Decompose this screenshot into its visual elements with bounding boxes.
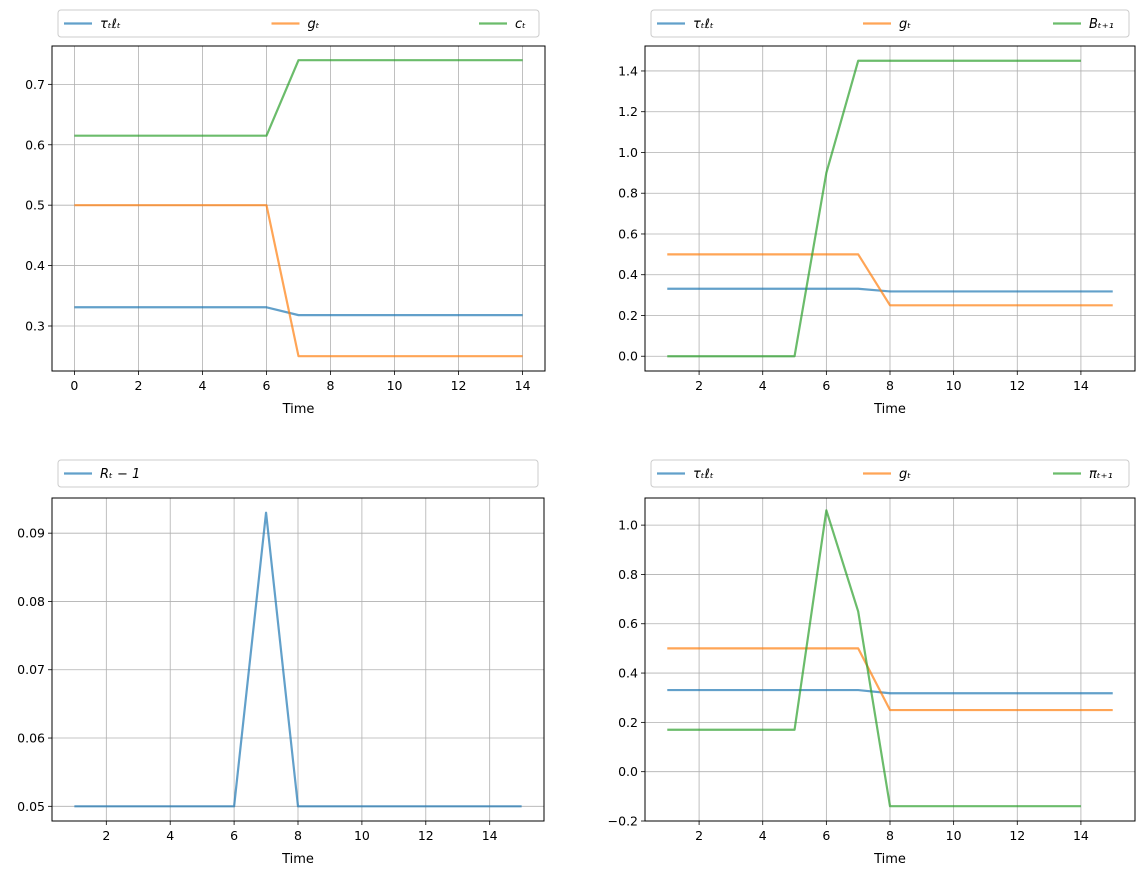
y-tick-label: 0.0: [618, 764, 638, 779]
series-line-1: [74, 511, 522, 808]
x-tick-label: 6: [230, 828, 238, 843]
y-tick-label: 0.6: [618, 616, 638, 631]
x-tick-label: 12: [1009, 378, 1025, 393]
y-tick-label: 0.4: [618, 666, 638, 681]
y-tick-label: 1.0: [618, 145, 638, 160]
legend-label: τₜℓₜ: [693, 17, 714, 32]
legend-label: Rₜ − 1: [100, 467, 140, 482]
y-tick-label: 1.0: [618, 518, 638, 533]
x-axis-label: Time: [282, 402, 315, 417]
x-tick-label: 10: [946, 828, 962, 843]
x-axis-label: Time: [873, 852, 906, 867]
y-tick-label: 0.3: [25, 318, 45, 333]
y-tick-label: 0.6: [618, 226, 638, 241]
legend-label: Bₜ₊₁: [1089, 17, 1114, 32]
series-line-3: [667, 59, 1081, 358]
x-tick-label: 2: [695, 378, 703, 393]
x-tick-label: 0: [70, 378, 78, 393]
x-tick-label: 4: [166, 828, 174, 843]
legend: τₜℓₜ gₜ Bₜ₊₁: [650, 9, 1130, 38]
x-tick-label: 4: [198, 378, 206, 393]
legend-label: τₜℓₜ: [100, 17, 121, 32]
x-tick-label: 14: [515, 378, 531, 393]
x-tick-label: 8: [886, 378, 894, 393]
y-tick-label: 0.06: [17, 731, 45, 746]
series-line-1: [667, 688, 1113, 695]
y-tick-label: 0.0: [618, 349, 638, 364]
y-tick-label: 0.8: [618, 186, 638, 201]
x-tick-label: 12: [451, 378, 467, 393]
x-tick-label: 6: [822, 378, 830, 393]
legend: Rₜ − 1: [57, 459, 539, 488]
x-tick-label: 12: [418, 828, 434, 843]
x-tick-label: 8: [327, 378, 335, 393]
x-tick-label: 10: [387, 378, 403, 393]
x-tick-label: 6: [263, 378, 271, 393]
y-tick-label: 0.07: [17, 662, 45, 677]
y-tick-label: 0.08: [17, 594, 45, 609]
legend-label: gₜ: [899, 17, 911, 32]
legend-frame: [57, 459, 539, 488]
x-tick-label: 2: [102, 828, 110, 843]
y-tick-label: 0.5: [25, 198, 45, 213]
x-tick-label: 14: [1073, 378, 1089, 393]
legend-label: gₜ: [899, 467, 911, 482]
series-line-3: [667, 509, 1081, 808]
y-tick-label: 0.6: [25, 137, 45, 152]
x-tick-label: 4: [759, 828, 767, 843]
y-tick-label: 1.2: [618, 104, 638, 119]
x-axis-label: Time: [281, 852, 314, 867]
y-tick-label: 0.09: [17, 526, 45, 541]
y-tick-label: 0.4: [618, 267, 638, 282]
y-tick-label: 0.7: [25, 77, 45, 92]
x-tick-label: 8: [886, 828, 894, 843]
x-tick-label: 8: [294, 828, 302, 843]
x-tick-label: 14: [482, 828, 498, 843]
legend-label: gₜ: [308, 17, 320, 32]
y-tick-label: 1.4: [618, 63, 638, 78]
chart-panel-4: 2 4 6 8 10 12 14 −0.2 0.0 0.2 0.4 0.6 0.8 1.0 Time τₜℓₜ…: [608, 459, 1136, 867]
legend-label: τₜℓₜ: [693, 467, 714, 482]
chart-panel-3: 2 4 6 8 10 12 14 0.05 0.06 0.07 0.08 0.09 Time Rₜ − 1: [17, 459, 545, 867]
x-tick-label: 4: [759, 378, 767, 393]
legend-label: cₜ: [515, 17, 526, 32]
legend-label: πₜ₊₁: [1089, 467, 1113, 482]
chart-panel-2: 2 4 6 8 10 12 14 0.0 0.2 0.4 0.6 0.8 1.0 1.2 1.4 Time τₜ…: [618, 9, 1136, 417]
series-line-1: [667, 287, 1113, 293]
series-line-2: [667, 647, 1113, 712]
x-tick-label: 14: [1073, 828, 1089, 843]
y-tick-label: 0.2: [618, 308, 638, 323]
x-tick-label: 10: [354, 828, 370, 843]
y-tick-label: 0.8: [618, 567, 638, 582]
x-tick-label: 12: [1009, 828, 1025, 843]
legend: τₜℓₜ gₜ cₜ: [57, 9, 540, 38]
x-tick-label: 2: [695, 828, 703, 843]
legend: τₜℓₜ gₜ πₜ₊₁: [650, 459, 1130, 488]
y-tick-label: 0.4: [25, 258, 45, 273]
series-line-3: [74, 59, 523, 137]
chart-panel-1: 0 2 4 6 8 10 12 14 0.3 0.4 0.5 0.6 0.7 Time τₜℓₜ gₜ cₜ: [25, 9, 546, 417]
y-tick-label: 0.05: [17, 799, 45, 814]
plot-frame: [51, 45, 546, 372]
x-tick-label: 6: [822, 828, 830, 843]
y-tick-label: −0.2: [608, 814, 638, 829]
x-axis-label: Time: [873, 402, 906, 417]
series-line-1: [74, 306, 523, 317]
x-tick-label: 10: [946, 378, 962, 393]
y-tick-label: 0.2: [618, 715, 638, 730]
series-line-2: [667, 253, 1113, 307]
series-line-2: [74, 204, 523, 358]
x-tick-label: 2: [134, 378, 142, 393]
